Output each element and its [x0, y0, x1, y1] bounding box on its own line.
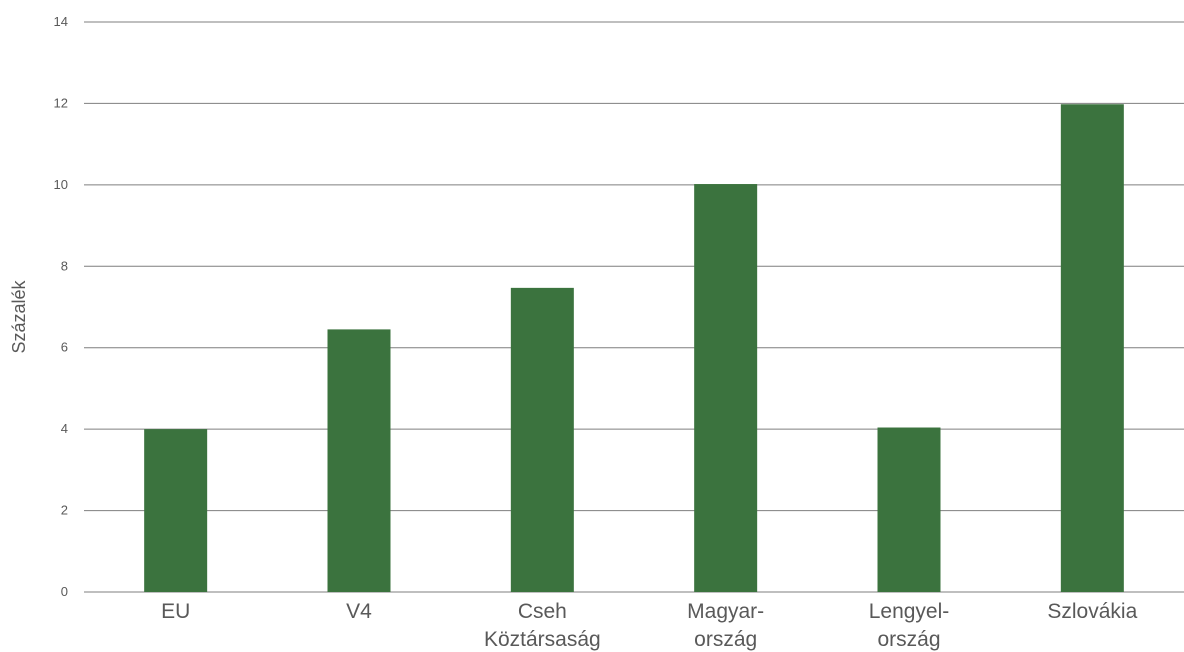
x-tick-label: Szlovákia: [1047, 600, 1137, 623]
y-tick-label: 4: [61, 421, 68, 436]
bar: [327, 329, 391, 592]
y-tick-label: 0: [61, 584, 68, 599]
y-tick-label: 6: [61, 340, 68, 355]
y-tick-labels: 0 2 4 6 8 10 12 14: [54, 14, 68, 599]
x-tick-label-line: Cseh: [518, 600, 567, 623]
bars: [144, 104, 1124, 593]
x-tick-label-line: EU: [161, 600, 190, 623]
bar: [694, 184, 758, 593]
y-axis-label: Százalék: [9, 279, 29, 353]
bar: [510, 287, 574, 592]
y-tick-label: 14: [54, 14, 68, 29]
x-tick-label-line: ország: [694, 628, 757, 651]
x-tick-label-line: Magyar-: [687, 600, 764, 623]
y-tick-label: 2: [61, 503, 68, 518]
x-tick-label: EU: [161, 600, 190, 623]
x-tick-label: Magyar-ország: [687, 600, 764, 651]
x-tick-label-line: Lengyel-: [869, 600, 950, 623]
y-tick-label: 12: [54, 95, 68, 110]
y-tick-label: 10: [54, 177, 68, 192]
bar: [1060, 104, 1124, 592]
x-tick-label-line: V4: [346, 600, 372, 623]
x-tick-label-line: ország: [877, 628, 940, 651]
x-tick-label: Cseh Köztársaság: [484, 600, 601, 651]
x-tick-label: Lengyel-ország: [869, 600, 950, 651]
bar: [144, 429, 208, 592]
x-tick-labels: EU V4 Cseh KöztársaságMagyar-országLengyel-…: [161, 600, 1138, 651]
x-tick-label-line: Köztársaság: [484, 628, 601, 651]
x-tick-label-line: Szlovákia: [1047, 600, 1137, 623]
y-tick-label: 8: [61, 258, 68, 273]
gridlines: [84, 21, 1184, 593]
x-tick-label: V4: [346, 600, 372, 623]
bar: [877, 427, 941, 592]
